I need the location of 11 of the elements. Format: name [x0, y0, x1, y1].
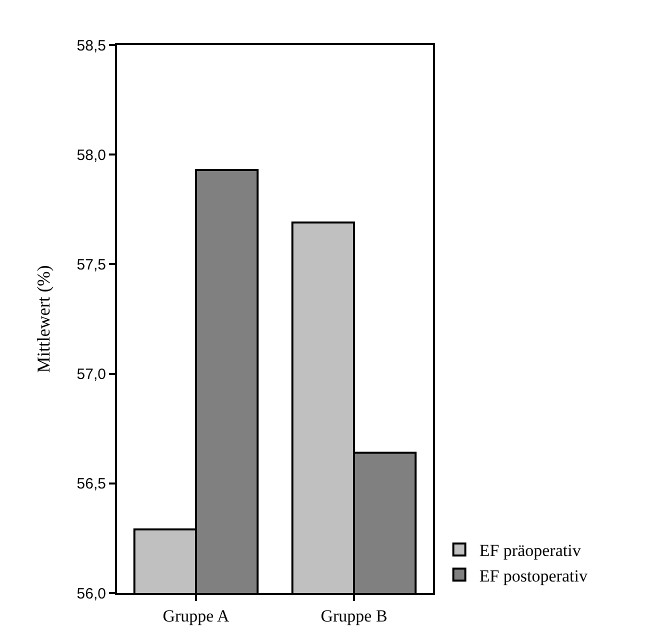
y-tick-label: 56,0 [76, 585, 106, 602]
x-tick-label: Gruppe A [162, 606, 230, 626]
y-tick-label: 58,0 [76, 146, 106, 164]
y-tick-label: 57,5 [76, 256, 106, 274]
x-tick-label: Gruppe B [320, 606, 388, 626]
y-tick-label: 58,5 [76, 37, 106, 54]
legend-label: EF präoperativ [479, 541, 582, 560]
y-tick-label: 56,5 [76, 476, 106, 493]
legend-label: EF postoperativ [479, 566, 588, 586]
y-axis-title: Mittlewert (%) [33, 265, 54, 373]
y-tick-label: 57,0 [76, 366, 106, 384]
